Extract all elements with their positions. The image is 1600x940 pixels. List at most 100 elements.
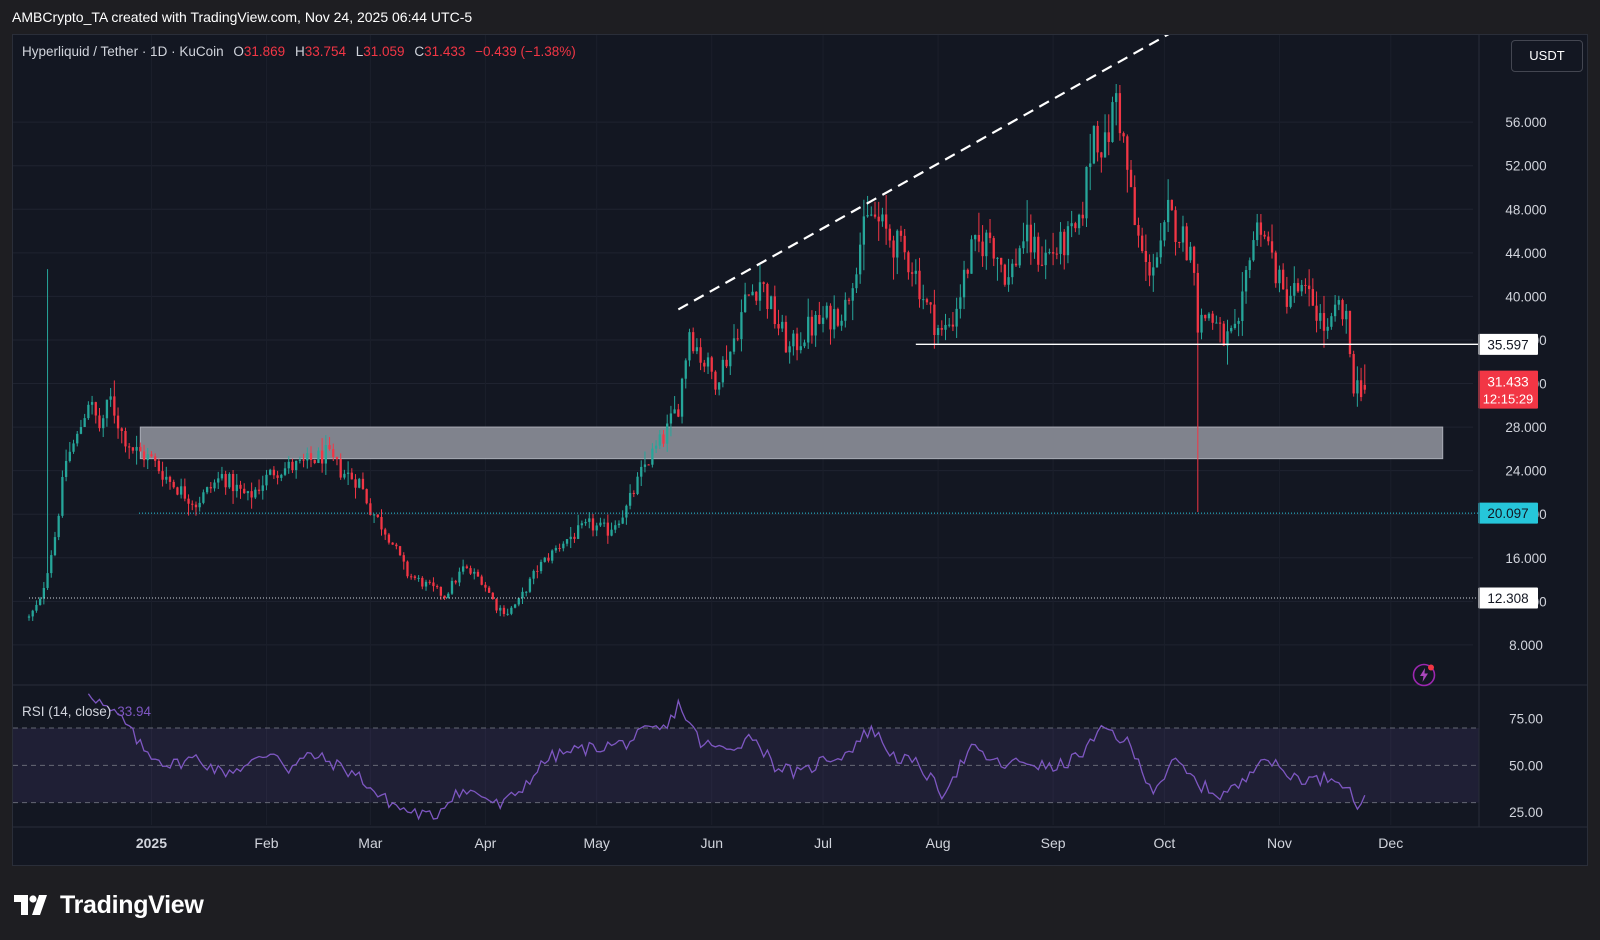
price-chart[interactable]: 56.00052.00048.00044.00040.00036.00032.0… [13, 35, 1587, 865]
candle-body [1174, 210, 1177, 243]
candle-body [1025, 224, 1029, 242]
candle-body [447, 593, 450, 599]
candle-body [784, 321, 788, 353]
candle-body [673, 409, 676, 414]
candle-body [948, 324, 951, 326]
candle-body [1126, 136, 1129, 170]
candle-body [46, 573, 49, 588]
candle-body [410, 576, 413, 578]
candle-body [417, 577, 420, 579]
lightning-alert-icon[interactable] [1412, 663, 1436, 687]
candle-body [896, 230, 899, 258]
candle-body [116, 415, 120, 429]
candle-body [951, 324, 955, 327]
candle-body [866, 215, 869, 217]
candle-body [1011, 263, 1014, 278]
candle-body [769, 296, 773, 310]
candle-body [120, 428, 123, 431]
candle-body [565, 539, 569, 544]
candle-body [1144, 250, 1148, 262]
candle-body [625, 505, 628, 518]
price-tick-label: 44.000 [1505, 246, 1546, 261]
candle-body [183, 486, 186, 499]
price-tick-label: 56.000 [1505, 115, 1546, 130]
candle-body [98, 415, 101, 429]
candle-body [1037, 236, 1040, 265]
tradingview-logo[interactable]: TradingView [14, 890, 204, 920]
candle-body [647, 464, 650, 466]
candle-body [640, 466, 643, 477]
candle-body [1267, 236, 1270, 242]
candle-body [718, 382, 721, 390]
candle-body [1163, 222, 1166, 241]
rsi-title[interactable]: RSI (14, close) [22, 704, 112, 719]
candle-body [714, 371, 717, 390]
rsi-line [87, 693, 1366, 821]
candle-body [309, 453, 313, 460]
candle-body [573, 536, 576, 539]
candle-body [254, 489, 257, 498]
candle-body [1044, 252, 1047, 266]
level-label-20: 20.097 [1487, 506, 1528, 521]
candle-body [1063, 231, 1066, 256]
candle-body [688, 332, 691, 361]
currency-button[interactable]: USDT [1511, 40, 1583, 72]
candle-body [339, 458, 342, 478]
candle-body [209, 487, 212, 489]
candle-body [1348, 310, 1352, 355]
candle-body [109, 396, 112, 400]
candle-body [910, 272, 914, 274]
candle-body [306, 453, 309, 461]
candle-body [1051, 252, 1055, 254]
candle-body [580, 523, 584, 526]
chart-panel[interactable]: 56.00052.00048.00044.00040.00036.00032.0… [12, 34, 1588, 866]
candle-body [1070, 223, 1073, 227]
candle-body [202, 492, 205, 503]
candle-body [413, 576, 417, 579]
candle-body [428, 581, 431, 583]
candle-body [90, 402, 94, 405]
candle-body [654, 445, 658, 449]
candle-body [499, 607, 502, 611]
candle-body [877, 216, 880, 222]
candle-body [732, 338, 736, 352]
candle-body [807, 316, 810, 343]
candle-body [1092, 125, 1096, 164]
time-tick-label: Sep [1041, 835, 1066, 851]
candle-body [224, 474, 227, 488]
candle-body [1333, 304, 1337, 317]
candle-body [729, 351, 732, 367]
candle-body [191, 503, 194, 505]
candle-body [703, 362, 706, 367]
candle-body [228, 473, 231, 488]
level-label-12: 12.308 [1487, 591, 1528, 606]
open-value: 31.869 [243, 44, 286, 59]
candle-body [42, 587, 45, 599]
candle-body [836, 309, 840, 326]
candle-body [1341, 300, 1344, 320]
candle-body [68, 451, 71, 461]
candle-body [847, 299, 851, 301]
candle-body [844, 299, 847, 321]
candle-body [443, 595, 446, 599]
price-tick-label: 24.000 [1505, 464, 1546, 479]
candle-body [424, 581, 428, 587]
candle-body [1055, 253, 1058, 255]
candle-body [1029, 224, 1032, 253]
candle-body [762, 282, 765, 284]
candle-body [220, 474, 224, 479]
candle-body [31, 610, 34, 617]
candle-body [577, 525, 580, 539]
candle-body [161, 471, 164, 480]
candle-body [833, 309, 836, 330]
symbol-title[interactable]: Hyperliquid / Tether · 1D · KuCoin [22, 44, 224, 59]
candle-body [870, 214, 873, 216]
candle-body [1274, 252, 1277, 284]
candle-body [361, 478, 365, 490]
candle-body [313, 459, 316, 464]
candle-body [792, 333, 795, 347]
candle-body [213, 482, 216, 489]
candle-body [933, 304, 936, 336]
candle-body [944, 324, 947, 330]
candle-body [172, 481, 175, 488]
